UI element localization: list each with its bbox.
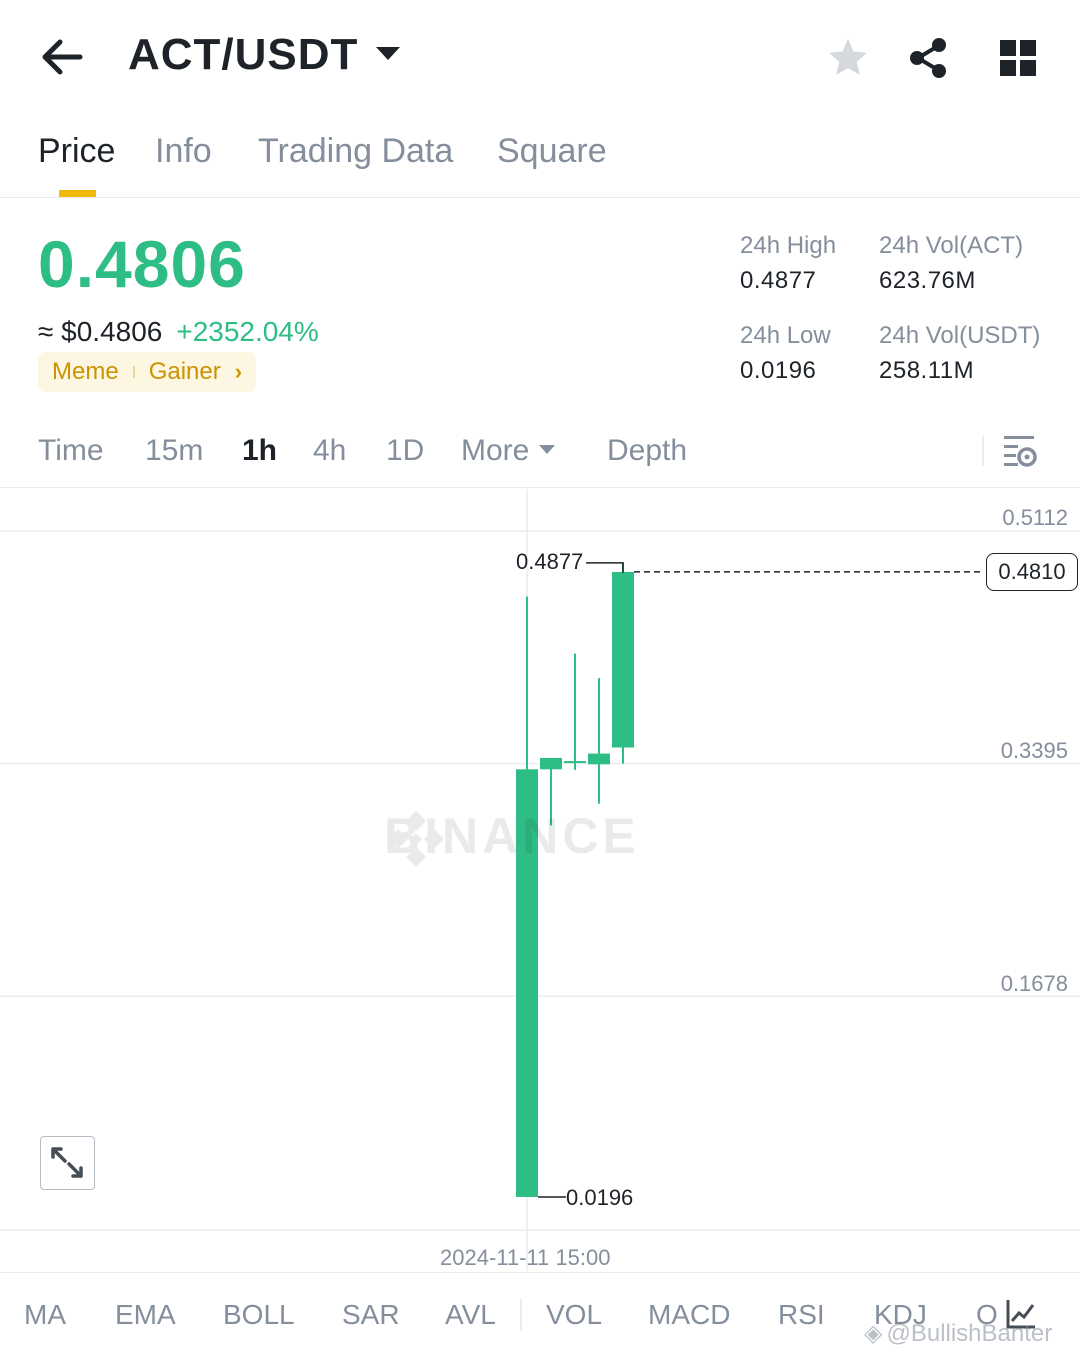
low-marker-label: 0.0196 bbox=[566, 1185, 634, 1210]
indicator-ema[interactable]: EMA bbox=[115, 1299, 176, 1330]
chevron-down-icon bbox=[376, 46, 401, 60]
active-tab-indicator bbox=[59, 190, 96, 197]
divider bbox=[982, 436, 984, 466]
price-change: +2352.04% bbox=[176, 316, 319, 347]
tag-gainer[interactable]: Gainer bbox=[148, 358, 221, 385]
low-label: 24h Low bbox=[740, 322, 831, 349]
interval-bar: Time 15m 1h 4h 1D More Depth bbox=[0, 420, 1080, 488]
indicator-ma[interactable]: MA bbox=[24, 1299, 66, 1330]
candle-body bbox=[612, 571, 634, 748]
expand-chart-button[interactable] bbox=[40, 1136, 95, 1190]
candlestick-chart[interactable]: BINANCE 0.5112 0.3395 0.1678 0.4877 0.01… bbox=[0, 489, 1080, 1271]
interval-1h[interactable]: 1h bbox=[242, 434, 278, 467]
indicator-avl[interactable]: AVL bbox=[445, 1299, 496, 1330]
credit-watermark: ◈ @BullishBanter bbox=[864, 1319, 1052, 1348]
chart-settings-icon[interactable] bbox=[1000, 432, 1040, 472]
candle-body bbox=[516, 769, 538, 1197]
star-icon[interactable] bbox=[826, 36, 870, 80]
indicator-bar: MA EMA BOLL SAR AVL VOL MACD RSI KDJ O ◈… bbox=[0, 1272, 1080, 1356]
page-tabs: Price Info Trading Data Square bbox=[0, 118, 1080, 198]
interval-depth[interactable]: Depth bbox=[607, 434, 688, 467]
indicator-kdj[interactable]: KDJ bbox=[874, 1299, 927, 1330]
header: ACT/USDT bbox=[0, 0, 1080, 118]
indicator-sar[interactable]: SAR bbox=[342, 1299, 400, 1330]
current-price-tag[interactable]: 0.4810 bbox=[986, 553, 1078, 591]
interval-1d[interactable]: 1D bbox=[386, 434, 425, 467]
y-tick-label: 0.1678 bbox=[1000, 971, 1068, 996]
expand-icon bbox=[51, 1147, 83, 1178]
vol-quote-label: 24h Vol(USDT) bbox=[879, 322, 1041, 349]
grid-icon[interactable] bbox=[996, 36, 1040, 80]
interval-more[interactable]: More bbox=[461, 434, 556, 468]
tab-info[interactable]: Info bbox=[155, 132, 212, 170]
diamond-logo-icon: ◈ bbox=[864, 1320, 883, 1347]
indicator-rsi[interactable]: RSI bbox=[778, 1299, 825, 1330]
indicator-boll[interactable]: BOLL bbox=[223, 1299, 295, 1330]
last-price: 0.4806 bbox=[38, 227, 246, 301]
pair-selector[interactable]: ACT/USDT bbox=[128, 30, 401, 80]
chevron-down-icon bbox=[539, 444, 556, 454]
tag-meme[interactable]: Meme bbox=[52, 358, 119, 385]
divider bbox=[520, 1299, 522, 1331]
interval-more-label: More bbox=[461, 434, 530, 467]
interval-time[interactable]: Time bbox=[38, 434, 104, 467]
binance-logo-icon bbox=[388, 811, 444, 867]
tab-square[interactable]: Square bbox=[497, 132, 607, 170]
indicator-vol[interactable]: VOL bbox=[546, 1299, 603, 1330]
vol-quote-value: 258.11M bbox=[879, 357, 975, 384]
chevron-right-icon: › bbox=[234, 359, 243, 384]
vol-base-value: 623.76M bbox=[879, 267, 976, 294]
y-tick-label: 0.5112 bbox=[1002, 505, 1068, 530]
watermark-text: BINANCE bbox=[384, 808, 640, 864]
tab-trading-data[interactable]: Trading Data bbox=[258, 132, 454, 170]
credit-text: @BullishBanter bbox=[886, 1319, 1053, 1347]
candle-body bbox=[564, 761, 586, 764]
candle-body bbox=[588, 753, 610, 765]
high-label: 24h High bbox=[740, 232, 837, 259]
high-value: 0.4877 bbox=[740, 267, 817, 294]
tag-chips[interactable]: Meme Gainer › bbox=[38, 352, 257, 392]
vol-base-label: 24h Vol(ACT) bbox=[879, 232, 1024, 259]
indicator-macd[interactable]: MACD bbox=[648, 1299, 731, 1330]
interval-4h[interactable]: 4h bbox=[313, 434, 347, 467]
fiat-price: ≈ $0.4806 bbox=[38, 316, 163, 347]
binance-watermark: BINANCE bbox=[384, 807, 640, 867]
indicator-o[interactable]: O bbox=[976, 1299, 998, 1330]
low-value: 0.0196 bbox=[740, 357, 817, 384]
interval-15m[interactable]: 15m bbox=[145, 434, 204, 467]
back-arrow-icon[interactable] bbox=[36, 34, 90, 80]
crosshair-time-label: 2024-11-11 15:00 bbox=[440, 1245, 611, 1270]
chart-canvas bbox=[0, 489, 1080, 1271]
candle-body bbox=[540, 757, 562, 770]
fiat-row: ≈ $0.4806 +2352.04% bbox=[38, 316, 319, 348]
indicator-chart-icon[interactable] bbox=[1004, 1297, 1038, 1331]
pair-title: ACT/USDT bbox=[128, 30, 359, 79]
high-marker-line bbox=[586, 562, 624, 573]
high-marker-label: 0.4877 bbox=[516, 549, 584, 574]
y-tick-label: 0.3395 bbox=[1000, 738, 1068, 763]
share-icon[interactable] bbox=[906, 36, 950, 80]
tag-separator bbox=[132, 366, 135, 378]
tab-price[interactable]: Price bbox=[38, 132, 116, 170]
